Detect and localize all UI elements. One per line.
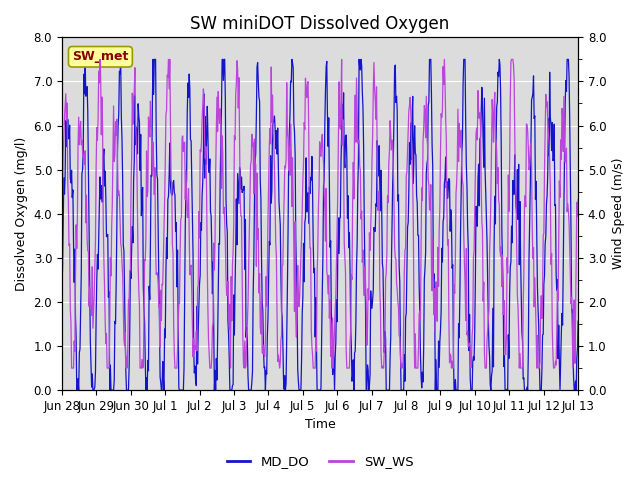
Y-axis label: Wind Speed (m/s): Wind Speed (m/s) [612, 158, 625, 269]
MD_DO [359, 105, 367, 110]
MD_DO [91, 384, 99, 390]
SW_WS [388, 138, 396, 144]
MD_DO [574, 318, 582, 324]
MD_DO [58, 283, 66, 288]
MD_DO [504, 387, 511, 393]
Title: SW miniDOT Dissolved Oxygen: SW miniDOT Dissolved Oxygen [190, 15, 450, 33]
Text: SW_met: SW_met [72, 50, 129, 63]
SW_WS [504, 270, 511, 276]
SW_WS [359, 247, 367, 253]
SW_WS [574, 196, 582, 202]
X-axis label: Time: Time [305, 419, 335, 432]
MD_DO [73, 387, 81, 393]
MD_DO [388, 223, 396, 228]
MD_DO [372, 203, 380, 209]
SW_WS [96, 57, 104, 62]
Line: SW_WS: SW_WS [62, 60, 578, 368]
Legend: MD_DO, SW_WS: MD_DO, SW_WS [221, 450, 419, 473]
SW_WS [68, 365, 76, 371]
SW_WS [90, 292, 98, 298]
SW_WS [372, 84, 380, 90]
MD_DO [451, 387, 458, 393]
MD_DO [81, 57, 89, 62]
SW_WS [451, 290, 458, 296]
Y-axis label: Dissolved Oxygen (mg/l): Dissolved Oxygen (mg/l) [15, 137, 28, 291]
SW_WS [58, 197, 66, 203]
Line: MD_DO: MD_DO [62, 60, 578, 390]
